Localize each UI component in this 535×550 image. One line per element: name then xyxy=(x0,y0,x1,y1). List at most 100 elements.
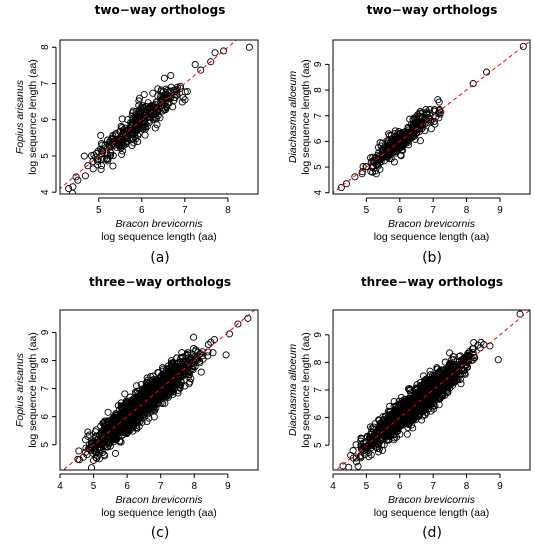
data-point xyxy=(398,410,406,418)
data-point xyxy=(211,49,219,57)
x-tick-label: 5 xyxy=(91,481,97,492)
data-point xyxy=(386,132,394,140)
data-point xyxy=(128,134,136,143)
chart-title: two−way orthologs xyxy=(367,3,498,17)
data-point xyxy=(448,362,456,370)
panel-label: (a) xyxy=(150,250,170,266)
data-point xyxy=(121,134,129,142)
data-point xyxy=(413,398,421,406)
data-point xyxy=(143,417,151,426)
y-tick-label: 4 xyxy=(40,189,51,195)
data-point xyxy=(461,353,469,361)
data-point xyxy=(424,401,432,409)
data-point xyxy=(412,416,420,424)
data-point xyxy=(416,109,424,117)
data-point xyxy=(120,411,128,420)
data-point xyxy=(375,429,383,437)
y-tick-label: 4 xyxy=(313,189,324,195)
y-tick-label: 7 xyxy=(40,385,51,391)
y-tick-label: 8 xyxy=(40,357,51,363)
x-tick-label: 9 xyxy=(225,481,231,492)
data-point xyxy=(85,431,94,439)
data-point xyxy=(430,384,438,392)
data-point xyxy=(192,346,200,354)
x-tick-label: 4 xyxy=(330,481,336,492)
data-point xyxy=(444,378,452,386)
data-point xyxy=(156,114,164,122)
reference-line xyxy=(335,310,530,470)
data-point xyxy=(97,131,105,139)
data-point xyxy=(132,135,140,143)
data-point xyxy=(74,455,82,463)
data-point xyxy=(69,183,77,191)
data-point xyxy=(121,390,129,398)
x-tick-label: 9 xyxy=(497,205,503,216)
data-point xyxy=(186,378,194,386)
panel-d: three−way orthologs 4 5 6 7 8 9 Bracon brevicor… xyxy=(287,275,531,541)
data-point xyxy=(416,399,424,407)
data-point xyxy=(400,141,408,149)
data-point xyxy=(163,86,172,95)
x-axis-species: Bracon brevicornis xyxy=(388,218,476,230)
data-point xyxy=(131,399,140,407)
plot-frame xyxy=(332,309,531,471)
y-tick-label: 6 xyxy=(40,413,51,419)
y-axis: 4 5 6 7 8 9 Diachasma alloeum log sequence leng… xyxy=(287,59,330,195)
x-axis-label: log sequence length (aa) xyxy=(374,507,490,519)
data-point xyxy=(98,147,106,155)
chart-title: two−way orthologs xyxy=(95,3,226,17)
data-point xyxy=(428,380,436,388)
data-point xyxy=(130,139,138,147)
data-point xyxy=(150,413,158,421)
data-point xyxy=(174,389,182,397)
data-point xyxy=(143,378,151,386)
data-point xyxy=(407,128,415,137)
x-tick-label: 7 xyxy=(158,481,164,492)
data-point xyxy=(120,411,129,419)
y-axis-species: Fopius arisanus xyxy=(14,79,26,154)
data-point xyxy=(121,138,129,146)
data-point xyxy=(463,356,471,365)
data-point xyxy=(118,143,126,151)
data-point xyxy=(463,351,471,359)
data-point xyxy=(450,364,459,372)
data-point xyxy=(128,112,136,120)
data-point xyxy=(409,408,417,416)
data-point xyxy=(118,150,126,158)
x-axis-label: log sequence length (aa) xyxy=(101,231,217,243)
y-axis-label: log sequence length (aa) xyxy=(300,332,312,448)
data-point xyxy=(382,426,390,434)
data-point xyxy=(105,434,113,443)
data-point xyxy=(416,137,424,145)
data-point xyxy=(75,447,83,455)
data-point xyxy=(424,118,432,126)
data-point xyxy=(72,173,80,181)
data-point xyxy=(118,115,126,123)
data-point xyxy=(178,98,186,106)
data-point xyxy=(220,47,228,55)
data-point xyxy=(427,125,435,133)
data-point xyxy=(411,135,419,143)
y-axis-label: log sequence length (aa) xyxy=(27,59,39,175)
data-point xyxy=(384,141,392,149)
data-point xyxy=(147,102,155,110)
data-point xyxy=(143,406,151,415)
data-point xyxy=(386,423,394,431)
data-point xyxy=(127,118,135,127)
data-point xyxy=(456,363,464,371)
data-point xyxy=(367,154,375,162)
data-point xyxy=(65,185,73,193)
data-point xyxy=(433,364,441,372)
data-point xyxy=(426,399,434,408)
data-point xyxy=(173,86,181,94)
data-point xyxy=(413,394,421,402)
data-point xyxy=(390,431,398,439)
data-point xyxy=(441,358,449,366)
reference-line xyxy=(60,40,238,190)
data-point xyxy=(477,338,485,346)
data-point xyxy=(163,378,171,386)
data-point xyxy=(429,393,437,401)
data-point xyxy=(406,396,414,404)
